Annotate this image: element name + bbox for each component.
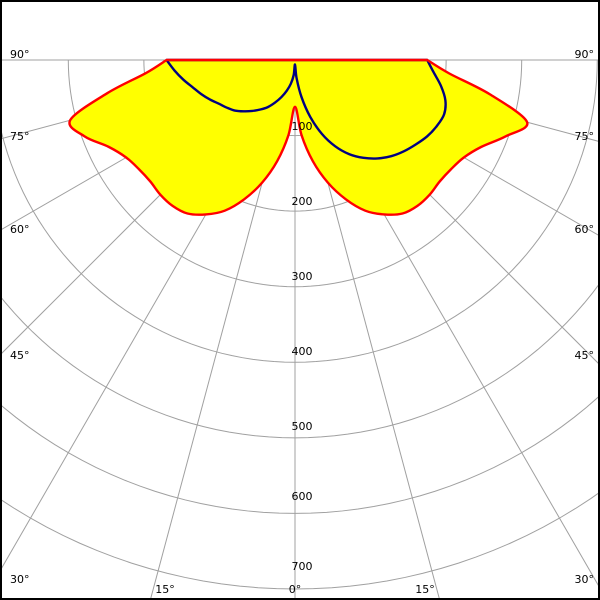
angle-tick-label: 30°: [575, 573, 595, 586]
radial-tick-label: 200: [292, 195, 313, 208]
angle-tick-label: 45°: [575, 349, 595, 362]
series-fill-c0-c180: [69, 60, 528, 215]
angle-tick-label: 75°: [575, 130, 595, 143]
radial-tick-label: 400: [292, 345, 313, 358]
angle-tick-label: 15°: [155, 583, 175, 596]
radial-tick-label: 500: [292, 420, 313, 433]
angle-tick-label: 30°: [10, 573, 30, 586]
radial-tick-label: 100: [292, 120, 313, 133]
radial-tick-labels: 100 200 300 400 500 600 700: [292, 120, 313, 573]
angle-tick-label: 60°: [10, 223, 30, 236]
radial-tick-label: 300: [292, 270, 313, 283]
angle-tick-label: 90°: [575, 48, 595, 61]
radial-tick-label: 600: [292, 490, 313, 503]
angle-tick-label: 15°: [415, 583, 435, 596]
series-line-c0-c180: [68, 58, 529, 216]
angle-tick-label: 90°: [10, 48, 30, 61]
angle-tick-labels: 90° 75° 60° 45° 30° 90° 75° 60° 45° 30° 15° 0° 15°: [10, 48, 594, 596]
angle-tick-label: 75°: [10, 130, 30, 143]
series-line-c90-c270: [165, 58, 447, 160]
angle-tick-label: 60°: [575, 223, 595, 236]
radial-tick-label: 700: [292, 560, 313, 573]
angle-tick-label: 45°: [10, 349, 30, 362]
angle-tick-label: 0°: [289, 583, 302, 596]
